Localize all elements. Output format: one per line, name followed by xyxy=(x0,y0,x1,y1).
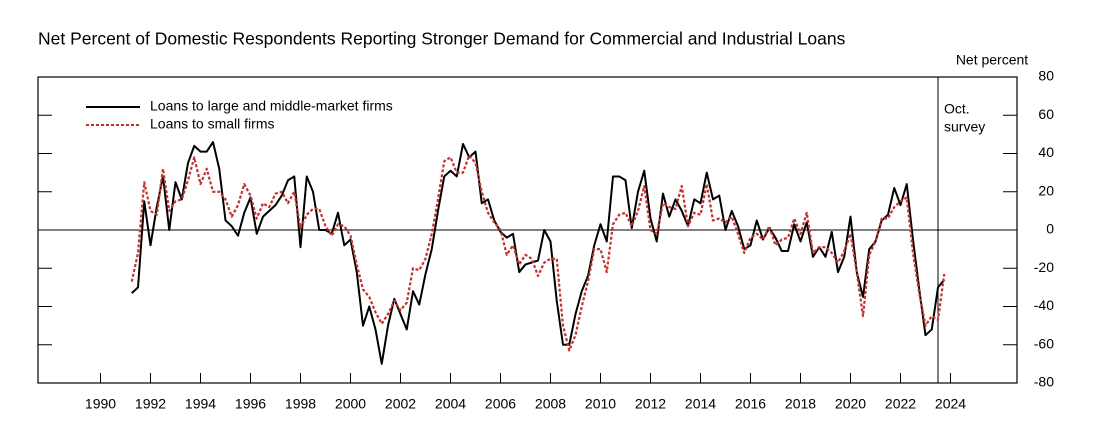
x-tick-label: 2008 xyxy=(535,396,566,412)
y-tick-label: 60 xyxy=(1038,106,1054,122)
y-axis-label: Net percent xyxy=(956,52,1028,68)
x-tick-label: 1998 xyxy=(285,396,316,412)
x-tick-label: 1994 xyxy=(185,396,216,412)
y-tick-label: -60 xyxy=(1034,335,1054,351)
y-tick-label: 80 xyxy=(1038,68,1054,84)
x-tick-label: 2012 xyxy=(635,396,666,412)
legend-label: Loans to large and middle-market firms xyxy=(150,98,393,114)
y-tick-label: -20 xyxy=(1034,259,1054,275)
x-tick-label: 2000 xyxy=(335,396,366,412)
legend-label: Loans to small firms xyxy=(150,116,274,132)
x-tick-label: 2024 xyxy=(935,396,966,412)
y-tick-label: -80 xyxy=(1034,374,1054,390)
x-tick-label: 2018 xyxy=(785,396,816,412)
y-tick-label: 20 xyxy=(1038,182,1054,198)
x-tick-label: 2020 xyxy=(835,396,866,412)
x-tick-label: 1990 xyxy=(85,396,116,412)
x-tick-label: 2022 xyxy=(885,396,916,412)
y-tick-label: 40 xyxy=(1038,144,1054,160)
x-tick-label: 2002 xyxy=(385,396,416,412)
x-tick-label: 2016 xyxy=(735,396,766,412)
y-tick-label: 0 xyxy=(1046,221,1054,237)
x-tick-label: 1996 xyxy=(235,396,266,412)
annotation-text: survey xyxy=(944,119,985,135)
annotation-text: Oct. xyxy=(944,101,970,117)
chart-title: Net Percent of Domestic Respondents Repo… xyxy=(38,29,846,49)
x-tick-label: 1992 xyxy=(135,396,166,412)
series-line xyxy=(130,154,946,352)
x-tick-label: 2014 xyxy=(685,396,716,412)
x-tick-label: 2010 xyxy=(585,396,616,412)
x-tick-label: 2006 xyxy=(485,396,516,412)
y-tick-label: -40 xyxy=(1034,297,1054,313)
x-tick-label: 2004 xyxy=(435,396,466,412)
series-line xyxy=(131,141,946,365)
